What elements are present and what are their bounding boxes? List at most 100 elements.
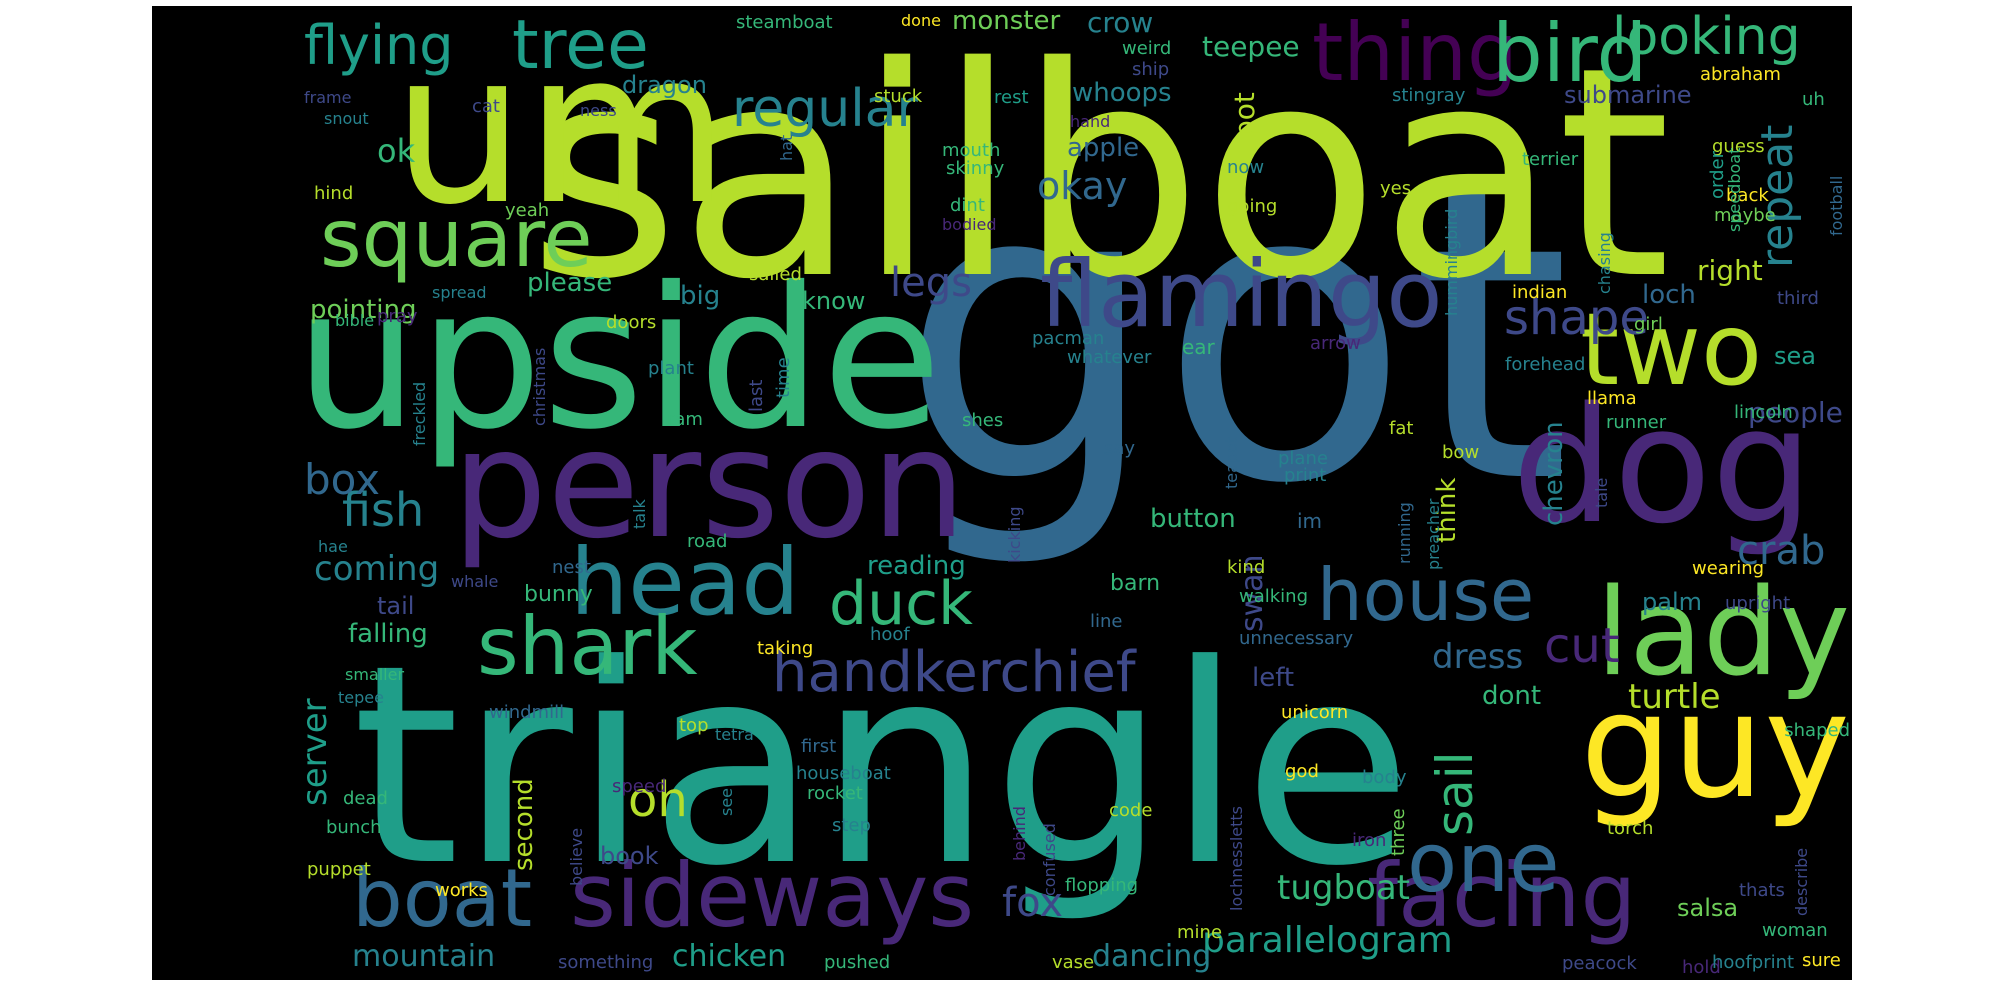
cloud-word-coming: coming [314,549,439,589]
cloud-word-wearing: wearing [1692,558,1764,579]
cloud-word-dress: dress [1432,637,1523,677]
cloud-word-believe: believe [567,828,586,886]
cloud-word-peacock: peacock [1562,953,1637,974]
cloud-word-code: code [1109,800,1152,821]
cloud-word-whatever: whatever [1067,347,1152,368]
cloud-word-runner: runner [1606,412,1667,433]
cloud-word-freckled: freckled [410,382,429,446]
cloud-word-line: line [1090,611,1122,632]
cloud-word-salsa: salsa [1677,894,1738,922]
cloud-word-print: print [1284,465,1326,486]
cloud-word-houseboat: houseboat [796,763,891,784]
cloud-word-tugboat: tugboat [1277,868,1410,908]
cloud-word-im: im [1297,509,1322,533]
cloud-word-palm: palm [1642,588,1702,616]
cloud-word-spread: spread [432,283,487,302]
cloud-word-sail: sail [1426,752,1484,836]
cloud-word-football: football [1827,176,1846,236]
cloud-word-um: um [392,6,730,251]
cloud-word-vase: vase [1052,952,1094,973]
cloud-word-llama: llama [1587,388,1637,409]
cloud-word-flying: flying [304,14,453,77]
cloud-word-dog: dog [1512,372,1813,559]
cloud-word-arrow: arrow [1310,333,1361,354]
cloud-word-describe: describe [1792,848,1811,916]
cloud-word-repeat: repeat [1752,125,1803,268]
cloud-word-lincoln: lincoln [1734,402,1793,423]
cloud-word-puppet: puppet [307,859,371,880]
cloud-word-facing: facing [1367,844,1636,947]
cloud-word-chicken: chicken [672,939,786,974]
cloud-word-third: third [1777,288,1819,309]
cloud-word-people: people [1748,396,1843,429]
cloud-word-house: house [1317,553,1534,637]
cloud-word-indian: indian [1512,282,1567,303]
cloud-word-sailed: sailed [749,264,802,285]
cloud-word-speedboat: speedboat [1725,148,1744,232]
cloud-word-hat: hat [777,135,796,161]
cloud-word-pacman: pacman [1032,328,1104,349]
cloud-word-frame: frame [304,88,351,107]
cloud-word-triangle: triangle [352,606,1412,926]
cloud-word-oh: oh [628,772,688,828]
cloud-word-hind: hind [314,183,353,204]
cloud-word-hummingbird: hummingbird [1442,209,1461,316]
cloud-word-teepee: teepee [1202,30,1300,63]
cloud-word-dont: dont [1482,681,1541,711]
cloud-word-road: road [687,531,727,552]
cloud-word-ear: ear [1182,335,1216,359]
cloud-word-something: something [558,952,653,973]
cloud-word-hae: hae [318,537,348,556]
cloud-word-skinny: skinny [946,158,1005,179]
cloud-word-hold: hold [1682,957,1721,978]
cloud-word-mouth: mouth [942,140,1000,161]
cloud-word-flopping: flopping [1065,875,1138,896]
cloud-word-time: time [773,357,794,398]
cloud-word-hoof: hoof [870,624,910,645]
cloud-word-speed: speed [612,776,666,797]
cloud-word-bunch: bunch [326,817,382,838]
cloud-word-right: right [1697,254,1763,287]
cloud-word-regular: regular [732,79,919,139]
cloud-word-upright: upright [1725,593,1790,614]
cloud-word-thats: thats [1739,880,1785,901]
cloud-word-maybe: maybe [1714,205,1776,226]
cloud-word-shape: shape [1504,290,1649,346]
cloud-word-sideways: sideways [570,844,974,947]
cloud-word-fat: fat [1389,418,1413,439]
cloud-word-tepee: tepee [338,688,384,707]
cloud-word-head: head [570,529,800,636]
cloud-word-got: got [899,95,1571,573]
cloud-word-barn: barn [1110,571,1160,596]
cloud-word-tree: tree [512,6,649,85]
cloud-word-taking: taking [757,638,813,659]
cloud-word-kicking: kicking [1005,506,1024,563]
cloud-word-dancing: dancing [1092,939,1211,974]
cloud-word-girl: girl [1634,314,1663,335]
cloud-word-shark: shark [477,600,698,693]
cloud-word-bible: bible [335,311,374,330]
cloud-word-swan: swan [1235,554,1270,632]
cloud-word-torch: torch [1607,818,1653,839]
word-cloud-canvas: got sailboat triangle um upside dog person guy l… [152,6,1852,980]
cloud-word-bunny: bunny [524,582,593,607]
cloud-word-iron: iron [1352,830,1386,851]
cloud-word-whale: whale [451,572,498,591]
cloud-word-shes: shes [962,410,1003,431]
cloud-word-running: running [1395,502,1414,564]
cloud-word-one: one [1407,816,1560,911]
cloud-word-say: say [1104,438,1135,459]
cloud-word-thing: thing [1312,6,1518,99]
cloud-word-ram: ram [667,409,703,430]
cloud-word-forehead: forehead [1505,354,1585,375]
cloud-word-lady: lady [1596,564,1850,703]
cloud-word-now: now [1227,157,1264,178]
cloud-word-whoops: whoops [1072,78,1172,108]
cloud-word-guess: guess [1712,136,1765,157]
cloud-word-pointing: pointing [310,295,417,325]
cloud-word-walking: walking [1239,586,1308,607]
cloud-word-doors: doors [606,312,656,333]
cloud-word-submarine: submarine [1564,81,1692,109]
cloud-word-talk: talk [630,498,649,529]
cloud-word-tetra: tetra [715,725,754,744]
